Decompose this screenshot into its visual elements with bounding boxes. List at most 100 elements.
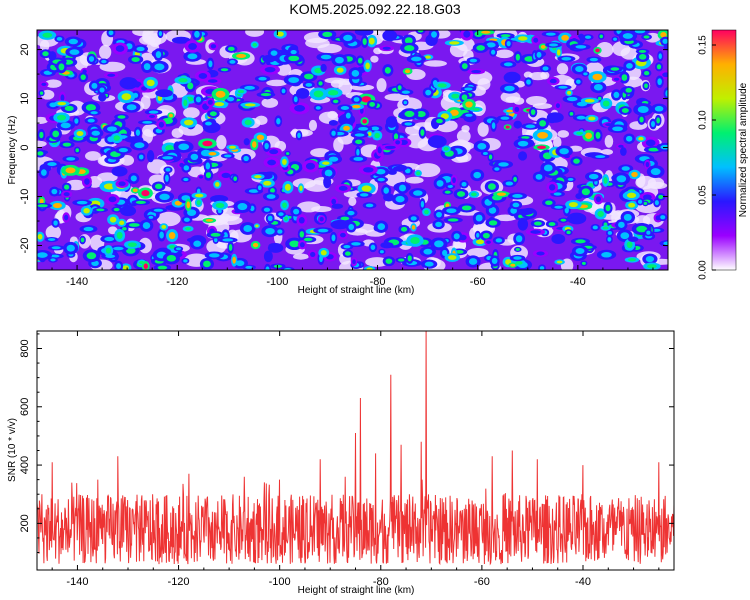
heatmap-cell	[227, 96, 235, 102]
heatmap-cell	[663, 241, 668, 246]
heatmap-cell	[51, 188, 58, 195]
heatmap-cell	[362, 38, 367, 46]
heatmap-cell	[476, 45, 485, 51]
snr-panel: -140 -120 -100 -80 -60 -40 200 400 600 800 Heigh…	[7, 330, 675, 596]
heatmap-y-tick-label: -20	[19, 238, 31, 254]
heatmap-cell	[468, 258, 478, 265]
heatmap-cell	[141, 86, 148, 91]
heatmap-cell	[476, 232, 480, 238]
heatmap-cell	[481, 30, 491, 34]
heatmap-cell	[183, 217, 190, 222]
heatmap-cell	[99, 87, 105, 93]
heatmap-cell	[83, 226, 94, 232]
heatmap-cell	[351, 242, 361, 246]
heatmap-cell	[41, 169, 47, 176]
heatmap-cell	[423, 248, 433, 255]
heatmap-cell	[549, 78, 557, 84]
heatmap-cell	[525, 124, 536, 129]
heatmap-cell	[383, 187, 389, 194]
heatmap-cell	[331, 198, 337, 205]
heatmap-cell	[277, 229, 283, 234]
heatmap-cell	[285, 152, 290, 156]
heatmap-cell	[500, 34, 511, 38]
heatmap-cell	[621, 149, 626, 154]
heatmap-cell	[626, 63, 633, 69]
heatmap-cell	[524, 56, 535, 62]
heatmap-cell	[535, 173, 543, 180]
heatmap-cell	[47, 162, 57, 167]
heatmap-low-cell	[523, 71, 533, 79]
heatmap-cell	[265, 227, 275, 235]
heatmap-cell	[203, 260, 211, 268]
heatmap-field	[37, 30, 668, 270]
heatmap-cell	[50, 53, 55, 59]
heatmap-cell	[335, 56, 344, 64]
heatmap-cell	[520, 153, 526, 159]
heatmap-cell	[50, 258, 56, 262]
heatmap-cell	[575, 45, 587, 49]
heatmap-y-tick-label: 10	[19, 92, 31, 104]
heatmap-cell	[656, 117, 660, 124]
heatmap-cell	[367, 132, 372, 137]
heatmap-cell	[310, 251, 316, 257]
heatmap-cell	[486, 42, 496, 48]
heatmap-cell	[66, 157, 76, 161]
heatmap-cell	[437, 83, 447, 88]
heatmap-cell	[595, 131, 601, 139]
heatmap-cell	[630, 237, 637, 241]
heatmap-cell	[436, 180, 444, 187]
heatmap-cell	[595, 48, 600, 53]
heatmap-cell	[235, 260, 245, 267]
heatmap-cell	[361, 96, 372, 103]
heatmap-cell	[616, 175, 627, 183]
heatmap-cell	[377, 146, 382, 154]
snr-y-tick-label: 200	[19, 514, 31, 532]
heatmap-cell	[131, 57, 140, 62]
heatmap-cell	[472, 107, 480, 111]
heatmap-low-cell	[311, 205, 332, 213]
heatmap-cell	[320, 54, 332, 60]
heatmap-cell	[109, 216, 117, 223]
heatmap-cell	[340, 216, 350, 221]
heatmap-cell	[222, 238, 234, 242]
heatmap-cell	[654, 200, 659, 206]
heatmap-cell	[56, 114, 67, 121]
heatmap-cell	[37, 204, 48, 208]
heatmap-cell	[395, 140, 401, 145]
heatmap-cell	[103, 183, 115, 190]
heatmap-cell	[334, 204, 341, 208]
heatmap-cell	[638, 49, 647, 53]
figure-title: KOM5.2025.092.22.18.G03	[289, 1, 461, 17]
heatmap-low-cell	[317, 43, 342, 54]
heatmap-cell	[434, 240, 444, 248]
heatmap-low-cell	[183, 107, 200, 119]
snr-y-tick-label: 400	[19, 456, 31, 474]
heatmap-cell	[385, 195, 392, 200]
heatmap-cell	[621, 166, 630, 171]
heatmap-cell	[187, 53, 198, 60]
heatmap-cell	[236, 53, 247, 59]
snr-series-line	[37, 331, 674, 566]
heatmap-cell	[627, 258, 636, 262]
heatmap-cell	[506, 41, 511, 47]
heatmap-cell	[398, 258, 405, 262]
heatmap-cell	[284, 216, 288, 221]
heatmap-cell	[626, 135, 633, 142]
heatmap-cell	[260, 93, 272, 97]
heatmap-cell	[399, 184, 406, 192]
heatmap-low-cell	[505, 96, 520, 103]
heatmap-cell	[115, 168, 124, 175]
heatmap-cell	[183, 165, 190, 171]
heatmap-cell	[220, 68, 229, 72]
heatmap-low-cell	[308, 119, 317, 132]
heatmap-cell	[515, 235, 523, 243]
heatmap-cell	[662, 72, 668, 78]
heatmap-cell	[159, 193, 170, 201]
heatmap-cell	[83, 207, 90, 214]
heatmap-cell	[224, 154, 232, 158]
heatmap-cell	[411, 56, 422, 62]
heatmap-cell	[413, 190, 423, 196]
heatmap-cell	[53, 220, 58, 226]
heatmap-cell	[324, 178, 330, 186]
heatmap-cell	[270, 188, 275, 193]
